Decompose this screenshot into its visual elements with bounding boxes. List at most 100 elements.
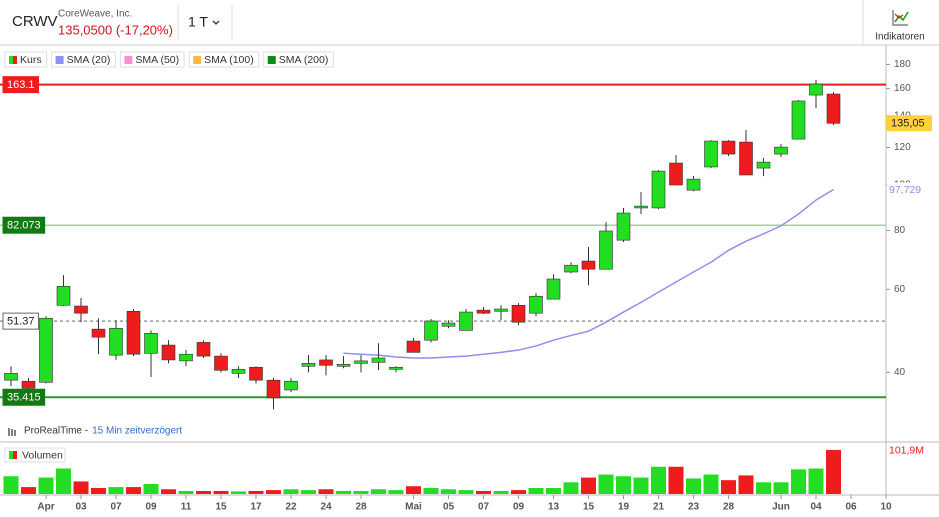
volume-bar bbox=[126, 487, 141, 494]
candle-body bbox=[214, 355, 228, 371]
price-tag-bg bbox=[886, 115, 932, 132]
volume-bar bbox=[161, 489, 176, 494]
candle-body bbox=[686, 178, 701, 191]
candle-body bbox=[791, 100, 806, 140]
candle-body bbox=[616, 212, 631, 241]
candle-body bbox=[511, 304, 526, 323]
level-label: 35.415 bbox=[2, 388, 46, 406]
x-tick-label: 09 bbox=[145, 502, 157, 513]
button-label[interactable]: Indikatoren bbox=[875, 32, 924, 43]
volume-bar bbox=[651, 466, 666, 494]
candle-body bbox=[389, 366, 403, 370]
volume-bar bbox=[668, 466, 684, 494]
volume-bar bbox=[336, 490, 351, 494]
volume-bar bbox=[108, 487, 124, 494]
legend-box bbox=[263, 51, 334, 68]
x-tick-label: 15 bbox=[215, 502, 227, 513]
y-tick-label: 40 bbox=[894, 367, 906, 378]
period[interactable]: 1 T bbox=[188, 14, 208, 30]
volume-bar bbox=[423, 487, 439, 494]
candle-body bbox=[809, 83, 823, 96]
x-tick-label: 28 bbox=[355, 502, 367, 513]
quote: 135,0500 (-17,20%) bbox=[58, 22, 173, 37]
candle-body bbox=[651, 170, 666, 209]
candle-body bbox=[494, 308, 508, 312]
legend-swatch bbox=[9, 56, 13, 64]
candle-body bbox=[581, 260, 596, 270]
x-tick-label: 07 bbox=[478, 502, 490, 513]
legend-swatch bbox=[13, 56, 17, 64]
legend-item[interactable]: SMA (50) bbox=[119, 51, 185, 68]
x-tick-label: 03 bbox=[75, 502, 87, 513]
x-tick-label: 13 bbox=[548, 502, 560, 513]
x-tick-label: 24 bbox=[320, 502, 332, 513]
level-label: 51.37 bbox=[2, 312, 40, 330]
volume-bar bbox=[318, 489, 334, 494]
legend-box bbox=[119, 51, 185, 68]
level-label-text: 35.415 bbox=[7, 392, 41, 404]
icon-line bbox=[894, 11, 909, 23]
volume-legend-bg bbox=[4, 447, 66, 463]
volume-bar bbox=[266, 490, 281, 494]
symbol: CRWV bbox=[12, 13, 58, 30]
level-label: 163.1 bbox=[2, 76, 40, 94]
x-tick-label: 23 bbox=[688, 502, 700, 513]
period-dropdown[interactable]: 1 T bbox=[188, 14, 220, 30]
button-bg[interactable] bbox=[864, 0, 939, 45]
volume-bar bbox=[633, 477, 649, 494]
candle-body bbox=[634, 205, 648, 209]
candle-body bbox=[599, 230, 613, 270]
x-tick-label: 11 bbox=[181, 502, 192, 513]
volume-bar bbox=[91, 487, 106, 494]
candle-body bbox=[196, 342, 211, 357]
candle-body bbox=[529, 295, 543, 314]
volume-bar bbox=[738, 475, 754, 494]
x-tick-label: Apr bbox=[37, 502, 54, 513]
candle-body bbox=[564, 264, 578, 273]
company: CoreWeave, Inc. bbox=[58, 9, 132, 20]
volume-bar bbox=[546, 487, 561, 494]
candle-body bbox=[144, 333, 158, 354]
volume-bar bbox=[73, 481, 89, 494]
legend-swatch bbox=[267, 56, 276, 64]
candle-body bbox=[371, 357, 386, 363]
legend-item[interactable]: SMA (200) bbox=[263, 51, 334, 68]
volume-bar bbox=[353, 490, 369, 494]
y-tick-label: 120 bbox=[894, 142, 911, 153]
legend-box bbox=[188, 51, 260, 68]
x-tick-label: 21 bbox=[653, 502, 665, 513]
candle-body bbox=[284, 380, 298, 391]
candle-body bbox=[91, 328, 106, 338]
x-tick-label: 15 bbox=[583, 502, 595, 513]
plot: 406080100120140160180Apr0307091115172224… bbox=[0, 59, 911, 513]
x-tick-label: 05 bbox=[443, 502, 455, 513]
volume-bar bbox=[38, 477, 54, 494]
volume-bar bbox=[388, 490, 404, 494]
legend-label: SMA (50) bbox=[135, 54, 179, 66]
volume-label: Volumen bbox=[22, 449, 63, 461]
volume-bar bbox=[213, 490, 229, 494]
volume-bar bbox=[826, 449, 841, 494]
volume-bar bbox=[143, 484, 159, 494]
legend-item[interactable]: Kurs bbox=[4, 51, 48, 68]
legend-item[interactable]: SMA (100) bbox=[188, 51, 260, 68]
x-tick-label: 19 bbox=[618, 502, 630, 513]
x-tick-label: 06 bbox=[845, 502, 857, 513]
chevron[interactable] bbox=[212, 20, 220, 25]
candle-body bbox=[704, 140, 718, 168]
volume-tag: 101,9M bbox=[889, 445, 924, 457]
candle-body bbox=[21, 380, 36, 389]
sma-line bbox=[343, 188, 834, 359]
volume-bar bbox=[721, 480, 736, 494]
indicators-button[interactable]: Indikatoren bbox=[864, 0, 939, 45]
icon-line bbox=[894, 13, 904, 19]
level-label-bg bbox=[2, 388, 46, 406]
level-label-bg bbox=[2, 76, 40, 94]
level-label: 82.073 bbox=[2, 216, 46, 234]
legend-swatch bbox=[124, 56, 133, 64]
legend-item[interactable]: SMA (20) bbox=[51, 51, 116, 68]
overlay: 163.1 82.073 51.37 35.415 135,05 97,729 101,9M… bbox=[2, 51, 937, 463]
candle-body bbox=[231, 368, 246, 374]
legend-swatch bbox=[9, 451, 13, 459]
candle-body bbox=[74, 305, 88, 314]
